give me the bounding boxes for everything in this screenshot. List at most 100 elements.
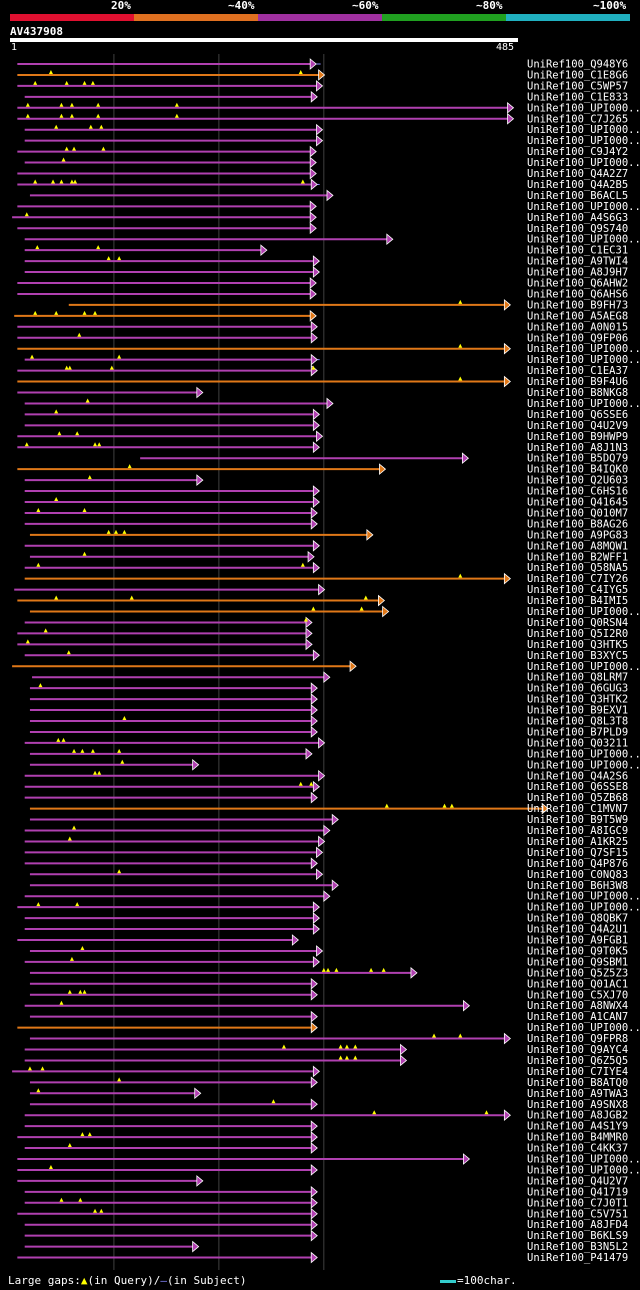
- hit-arrowhead: [196, 1175, 204, 1187]
- query-gap-marker: [117, 354, 122, 359]
- query-gap-marker: [25, 639, 30, 644]
- hit-arrowhead: [310, 1196, 318, 1209]
- query-gap-marker: [87, 475, 92, 480]
- hit-arrowhead: [310, 693, 318, 705]
- query-gap-marker: [36, 507, 41, 512]
- hit-arrowhead: [316, 134, 324, 147]
- hit-arrowhead: [310, 726, 318, 738]
- query-gap-marker: [80, 748, 85, 753]
- hit-label: UniRef100_B9T5W9: [527, 814, 628, 826]
- hit-label: UniRef100_C0NQ83: [527, 869, 628, 881]
- hit-label: UniRef100_C7IYE4: [527, 1066, 628, 1078]
- hit-arrowhead: [312, 780, 320, 793]
- hit-arrowhead: [316, 123, 324, 136]
- query-start-label: 1: [11, 42, 18, 53]
- query-gap-marker: [78, 1197, 83, 1202]
- query-gap-marker: [321, 967, 326, 972]
- query-gap-marker: [54, 595, 59, 600]
- hit-label: UniRef100_A8JFD4: [527, 1219, 628, 1231]
- hit-label: UniRef100_A4S1Y9: [527, 1121, 628, 1133]
- hit-label: UniRef100_Q41645: [527, 497, 628, 509]
- coverage-segment: [134, 14, 258, 21]
- hit-label: UniRef100_Q6Z5Q5: [527, 1055, 628, 1067]
- hit-label: UniRef100_B4IMI5: [527, 595, 628, 607]
- hit-arrowhead: [326, 189, 334, 202]
- query-gap-marker: [449, 803, 454, 808]
- hit-arrowhead: [310, 988, 318, 1001]
- query-gap-marker: [75, 902, 80, 907]
- scale-legend: =100char.: [440, 1275, 517, 1287]
- hit-label: UniRef100_UPI000..: [527, 606, 640, 618]
- query-gap-marker: [36, 1088, 41, 1093]
- hit-arrowhead: [316, 846, 324, 859]
- hit-arrowhead: [310, 857, 318, 870]
- hit-arrowhead: [410, 966, 418, 979]
- query-gap-marker: [96, 102, 101, 107]
- hit-label: UniRef100_Q4A2Z7: [527, 168, 628, 180]
- hit-arrowhead: [312, 923, 320, 935]
- hit-label: UniRef100_B2WFF1: [527, 551, 628, 563]
- hit-arrowhead: [312, 912, 320, 924]
- hit-arrowhead: [379, 463, 387, 476]
- hit-label: UniRef100_Q9AYC4: [527, 1044, 628, 1056]
- hit-arrowhead: [310, 1207, 318, 1220]
- hit-label: UniRef100_UPI000..: [527, 234, 640, 246]
- hit-arrowhead: [316, 430, 324, 443]
- query-gap-marker: [106, 529, 111, 534]
- hit-arrowhead: [310, 353, 318, 366]
- query-gap-marker: [96, 113, 101, 118]
- query-gap-marker: [54, 409, 59, 414]
- hit-arrowhead: [312, 496, 320, 508]
- query-gap-marker: [90, 80, 95, 85]
- legend: Large gaps:▲(in Query)/–(in Subject): [8, 1275, 246, 1287]
- query-gap-marker: [82, 551, 87, 556]
- hit-arrowhead: [503, 572, 511, 585]
- hit-label: UniRef100_Q4U2V7: [527, 1175, 628, 1187]
- hit-label: UniRef100_Q41719: [527, 1186, 628, 1198]
- hit-arrowhead: [309, 58, 317, 70]
- hit-arrowhead: [312, 255, 320, 267]
- query-gap-marker: [90, 748, 95, 753]
- hit-label: UniRef100_A8MQW1: [527, 540, 628, 552]
- hit-arrowhead: [310, 320, 318, 333]
- hit-arrowhead: [310, 704, 318, 716]
- hit-label: UniRef100_A9TWI4: [527, 256, 628, 268]
- hit-arrowhead: [318, 583, 326, 596]
- coverage-label: ~100%: [593, 0, 627, 12]
- query-gap-marker: [311, 365, 316, 370]
- hit-label: UniRef100_B3N5L2: [527, 1241, 628, 1253]
- hit-label: UniRef100_A9TWA3: [527, 1088, 628, 1100]
- hit-label: UniRef100_Q9SBM1: [527, 956, 628, 968]
- hit-arrowhead: [310, 518, 318, 530]
- hit-arrowhead: [192, 1240, 200, 1253]
- query-gap-marker: [75, 431, 80, 436]
- hit-label: UniRef100_A9FGB1: [527, 935, 628, 947]
- hit-label: UniRef100_C1E8G6: [527, 69, 628, 81]
- hit-label: UniRef100_Q8LRM7: [527, 672, 628, 684]
- query-line: [10, 38, 518, 42]
- query-gap-marker: [174, 102, 179, 107]
- query-gap-marker: [43, 628, 48, 633]
- query-gap-marker: [359, 606, 364, 611]
- hit-label: UniRef100_C1EA37: [527, 365, 628, 377]
- query-gap-marker: [353, 1055, 358, 1060]
- hit-label: UniRef100_Q7SF15: [527, 847, 628, 859]
- hit-label: UniRef100_Q6SSE6: [527, 409, 628, 421]
- hit-label: UniRef100_B9F4U6: [527, 376, 628, 388]
- hit-label: UniRef100_B7PLD9: [527, 726, 628, 738]
- hit-label: UniRef100_Q5I2R0: [527, 628, 628, 640]
- query-gap-marker: [281, 1044, 286, 1049]
- query-gap-marker: [300, 562, 305, 567]
- hit-label: UniRef100_Q03211: [527, 737, 628, 749]
- hit-label: UniRef100_B5DQ79: [527, 453, 628, 465]
- query-gap-marker: [64, 146, 69, 151]
- hit-arrowhead: [307, 550, 315, 563]
- hit-arrowhead: [323, 671, 331, 684]
- hit-label: UniRef100_UPI000..: [527, 1022, 640, 1034]
- hit-arrowhead: [310, 1076, 318, 1089]
- subject-gap-text: (in Subject): [166, 1274, 247, 1287]
- hit-label: UniRef100_Q4U2V9: [527, 420, 628, 432]
- hit-arrowhead: [400, 1054, 408, 1067]
- hit-arrowhead: [318, 69, 326, 81]
- coverage-label: ~80%: [476, 0, 503, 12]
